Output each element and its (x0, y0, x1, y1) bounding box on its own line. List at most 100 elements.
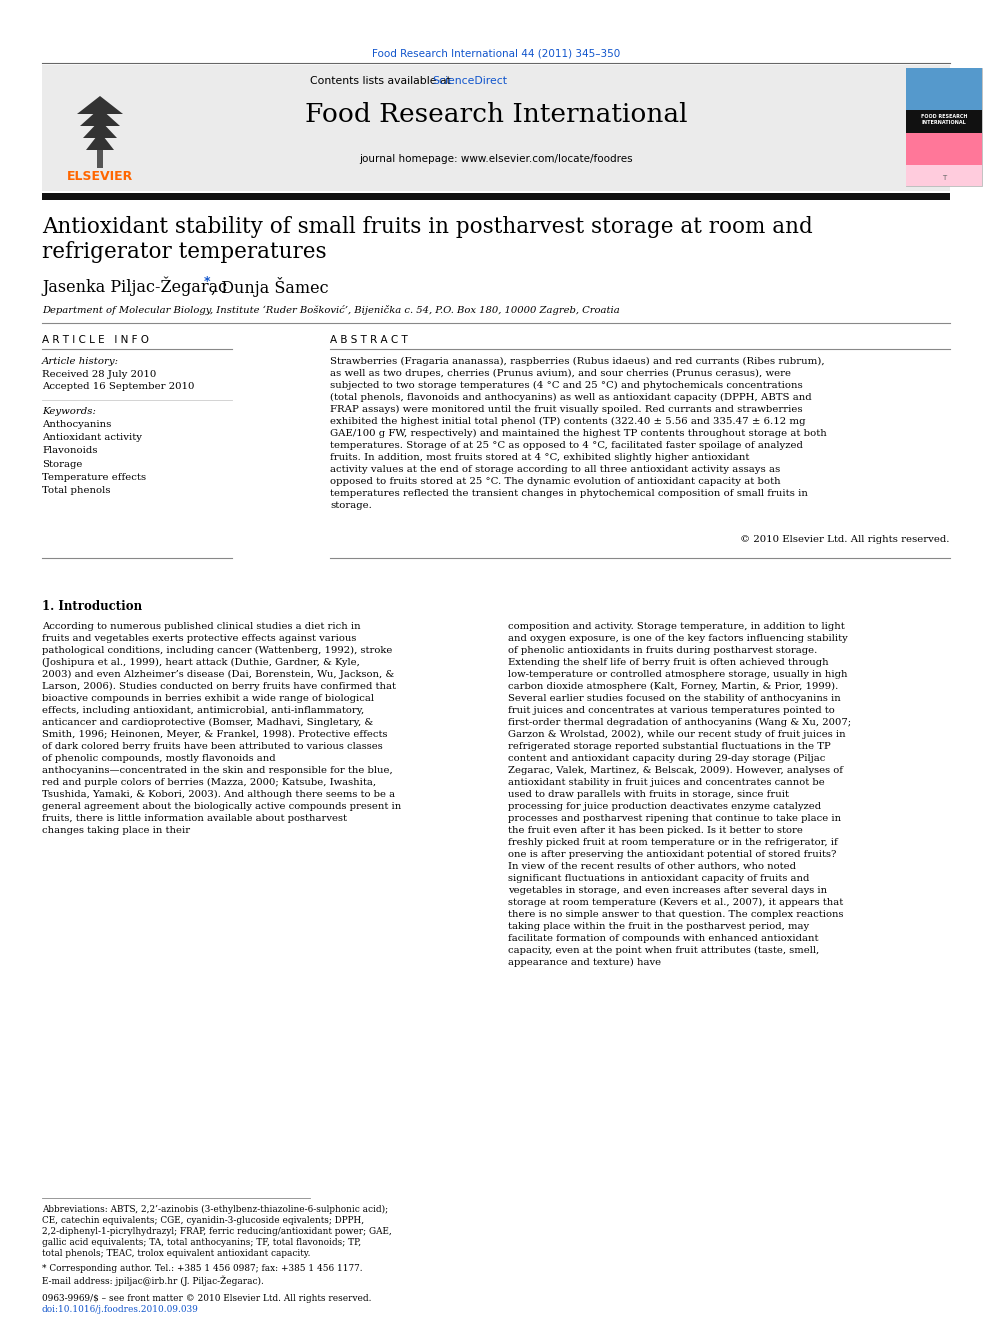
Text: bioactive compounds in berries exhibit a wide range of biological: bioactive compounds in berries exhibit a… (42, 695, 374, 703)
Text: (total phenols, flavonoids and anthocyanins) as well as antioxidant capacity (DP: (total phenols, flavonoids and anthocyan… (330, 393, 811, 402)
Text: fruits and vegetables exerts protective effects against various: fruits and vegetables exerts protective … (42, 634, 356, 643)
Text: Storage: Storage (42, 459, 82, 468)
Text: subjected to two storage temperatures (4 °C and 25 °C) and phytochemicals concen: subjected to two storage temperatures (4… (330, 381, 803, 390)
Text: *: * (204, 275, 210, 288)
Text: taking place within the fruit in the postharvest period, may: taking place within the fruit in the pos… (508, 922, 809, 931)
Bar (42, 193, 950, 200)
Text: storage.: storage. (330, 501, 372, 509)
Text: of phenolic compounds, mostly flavonoids and: of phenolic compounds, mostly flavonoids… (42, 754, 276, 763)
Bar (906, 67, 982, 111)
Text: effects, including antioxidant, antimicrobial, anti-inflammatory,: effects, including antioxidant, antimicr… (42, 706, 364, 714)
Text: Article history:: Article history: (42, 357, 119, 366)
Text: temperatures. Storage of at 25 °C as opposed to 4 °C, facilitated faster spoilag: temperatures. Storage of at 25 °C as opp… (330, 441, 803, 450)
Text: of dark colored berry fruits have been attributed to various classes: of dark colored berry fruits have been a… (42, 742, 383, 751)
Text: FRAP assays) were monitored until the fruit visually spoiled. Red currants and s: FRAP assays) were monitored until the fr… (330, 405, 803, 414)
Text: © 2010 Elsevier Ltd. All rights reserved.: © 2010 Elsevier Ltd. All rights reserved… (740, 534, 950, 544)
Text: (Joshipura et al., 1999), heart attack (Duthie, Gardner, & Kyle,: (Joshipura et al., 1999), heart attack (… (42, 658, 360, 667)
Text: * Corresponding author. Tel.: +385 1 456 0987; fax: +385 1 456 1177.: * Corresponding author. Tel.: +385 1 456… (42, 1263, 363, 1273)
Text: anthocyanins—concentrated in the skin and responsible for the blue,: anthocyanins—concentrated in the skin an… (42, 766, 393, 775)
Text: Strawberries (Fragaria ananassa), raspberries (Rubus idaeus) and red currants (R: Strawberries (Fragaria ananassa), raspbe… (330, 357, 824, 366)
Polygon shape (80, 108, 120, 126)
Text: GAE/100 g FW, respectively) and maintained the highest TP contents throughout st: GAE/100 g FW, respectively) and maintain… (330, 429, 826, 438)
Bar (906, 67, 982, 187)
Text: content and antioxidant capacity during 29-day storage (Piljac: content and antioxidant capacity during … (508, 754, 825, 763)
Text: temperatures reflected the transient changes in phytochemical composition of sma: temperatures reflected the transient cha… (330, 490, 807, 497)
Text: Anthocyanins: Anthocyanins (42, 419, 111, 429)
Text: storage at room temperature (Kevers et al., 2007), it appears that: storage at room temperature (Kevers et a… (508, 898, 843, 908)
Text: first-order thermal degradation of anthocyanins (Wang & Xu, 2007;: first-order thermal degradation of antho… (508, 718, 851, 728)
Text: processing for juice production deactivates enzyme catalyzed: processing for juice production deactiva… (508, 802, 821, 811)
Text: of phenolic antioxidants in fruits during postharvest storage.: of phenolic antioxidants in fruits durin… (508, 646, 817, 655)
Text: Food Research International 44 (2011) 345–350: Food Research International 44 (2011) 34… (372, 48, 620, 58)
Text: carbon dioxide atmosphere (Kalt, Forney, Martin, & Prior, 1999).: carbon dioxide atmosphere (Kalt, Forney,… (508, 681, 838, 691)
Text: appearance and texture) have: appearance and texture) have (508, 958, 661, 967)
Text: A B S T R A C T: A B S T R A C T (330, 335, 408, 345)
Text: Antioxidant activity: Antioxidant activity (42, 433, 142, 442)
Text: fruits. In addition, most fruits stored at 4 °C, exhibited slightly higher antio: fruits. In addition, most fruits stored … (330, 452, 749, 462)
Text: 1. Introduction: 1. Introduction (42, 601, 142, 613)
Text: activity values at the end of storage according to all three antioxidant activit: activity values at the end of storage ac… (330, 464, 781, 474)
Text: the fruit even after it has been picked. Is it better to store: the fruit even after it has been picked.… (508, 826, 803, 835)
Text: E-mail address: jpiljac@irb.hr (J. Piljac-Žegarac).: E-mail address: jpiljac@irb.hr (J. Pilja… (42, 1275, 264, 1286)
Text: A R T I C L E   I N F O: A R T I C L E I N F O (42, 335, 149, 345)
Text: antioxidant stability in fruit juices and concentrates cannot be: antioxidant stability in fruit juices an… (508, 778, 824, 787)
Text: Garzon & Wrolstad, 2002), while our recent study of fruit juices in: Garzon & Wrolstad, 2002), while our rece… (508, 730, 845, 740)
Bar (906, 165, 982, 187)
Text: ScienceDirect: ScienceDirect (432, 75, 507, 86)
Bar (97, 149, 103, 168)
Text: journal homepage: www.elsevier.com/locate/foodres: journal homepage: www.elsevier.com/locat… (359, 153, 633, 164)
Text: Received 28 July 2010: Received 28 July 2010 (42, 370, 157, 378)
Text: processes and postharvest ripening that continue to take place in: processes and postharvest ripening that … (508, 814, 841, 823)
Text: and oxygen exposure, is one of the key factors influencing stability: and oxygen exposure, is one of the key f… (508, 634, 848, 643)
Text: Zegarac, Valek, Martinez, & Belscak, 2009). However, analyses of: Zegarac, Valek, Martinez, & Belscak, 200… (508, 766, 843, 775)
Text: vegetables in storage, and even increases after several days in: vegetables in storage, and even increase… (508, 886, 827, 894)
Text: freshly picked fruit at room temperature or in the refrigerator, if: freshly picked fruit at room temperature… (508, 837, 838, 847)
Text: one is after preserving the antioxidant potential of stored fruits?: one is after preserving the antioxidant … (508, 849, 836, 859)
Bar (906, 111, 982, 132)
Text: 2,2-diphenyl-1-picrylhydrazyl; FRAP, ferric reducing/antioxidant power; GAE,: 2,2-diphenyl-1-picrylhydrazyl; FRAP, fer… (42, 1226, 392, 1236)
Text: gallic acid equivalents; TA, total anthocyanins; TF, total flavonoids; TP,: gallic acid equivalents; TA, total antho… (42, 1238, 361, 1248)
Polygon shape (83, 120, 117, 138)
Text: Department of Molecular Biology, Institute ‘Ruder Bošković’, Bijenička c. 54, P.: Department of Molecular Biology, Institu… (42, 306, 620, 315)
Polygon shape (86, 132, 114, 149)
Text: general agreement about the biologically active compounds present in: general agreement about the biologically… (42, 802, 401, 811)
Text: , Dunja Šamec: , Dunja Šamec (211, 277, 328, 296)
Text: Extending the shelf life of berry fruit is often achieved through: Extending the shelf life of berry fruit … (508, 658, 828, 667)
Text: 2003) and even Alzheimer’s disease (Dai, Borenstein, Wu, Jackson, &: 2003) and even Alzheimer’s disease (Dai,… (42, 669, 394, 679)
Text: as well as two drupes, cherries (Prunus avium), and sour cherries (Prunus cerasu: as well as two drupes, cherries (Prunus … (330, 369, 791, 378)
Text: 0963-9969/$ – see front matter © 2010 Elsevier Ltd. All rights reserved.: 0963-9969/$ – see front matter © 2010 El… (42, 1294, 371, 1303)
Text: Contents lists available at: Contents lists available at (310, 75, 454, 86)
Text: facilitate formation of compounds with enhanced antioxidant: facilitate formation of compounds with e… (508, 934, 818, 943)
Text: fruits, there is little information available about postharvest: fruits, there is little information avai… (42, 814, 347, 823)
Text: FOOD RESEARCH
INTERNATIONAL: FOOD RESEARCH INTERNATIONAL (921, 114, 967, 124)
Text: ELSEVIER: ELSEVIER (66, 169, 133, 183)
Text: total phenols; TEAC, trolox equivalent antioxidant capacity.: total phenols; TEAC, trolox equivalent a… (42, 1249, 310, 1258)
Text: capacity, even at the point when fruit attributes (taste, smell,: capacity, even at the point when fruit a… (508, 946, 819, 955)
Text: According to numerous published clinical studies a diet rich in: According to numerous published clinical… (42, 622, 361, 631)
Text: Total phenols: Total phenols (42, 486, 110, 495)
Text: Accepted 16 September 2010: Accepted 16 September 2010 (42, 382, 194, 392)
Text: anticancer and cardioprotective (Bomser, Madhavi, Singletary, &: anticancer and cardioprotective (Bomser,… (42, 718, 373, 728)
Text: T: T (941, 176, 946, 181)
Text: pathological conditions, including cancer (Wattenberg, 1992), stroke: pathological conditions, including cance… (42, 646, 393, 655)
Text: Smith, 1996; Heinonen, Meyer, & Frankel, 1998). Protective effects: Smith, 1996; Heinonen, Meyer, & Frankel,… (42, 730, 388, 740)
Text: Jasenka Piljac-Žegarac: Jasenka Piljac-Žegarac (42, 277, 232, 296)
Text: doi:10.1016/j.foodres.2010.09.039: doi:10.1016/j.foodres.2010.09.039 (42, 1304, 198, 1314)
Text: Several earlier studies focused on the stability of anthocyanins in: Several earlier studies focused on the s… (508, 695, 841, 703)
Text: In view of the recent results of other authors, who noted: In view of the recent results of other a… (508, 863, 796, 871)
Polygon shape (77, 97, 123, 114)
Text: CE, catechin equivalents; CGE, cyanidin-3-glucoside eqivalents; DPPH,: CE, catechin equivalents; CGE, cyanidin-… (42, 1216, 364, 1225)
Text: Antioxidant stability of small fruits in postharvest storage at room and: Antioxidant stability of small fruits in… (42, 216, 812, 238)
Bar (42, 65, 950, 191)
Text: fruit juices and concentrates at various temperatures pointed to: fruit juices and concentrates at various… (508, 706, 834, 714)
Text: there is no simple answer to that question. The complex reactions: there is no simple answer to that questi… (508, 910, 843, 919)
Text: exhibited the highest initial total phenol (TP) contents (322.40 ± 5.56 and 335.: exhibited the highest initial total phen… (330, 417, 806, 426)
Text: red and purple colors of berries (Mazza, 2000; Katsube, Iwashita,: red and purple colors of berries (Mazza,… (42, 778, 376, 787)
Text: Abbreviations: ABTS, 2,2’-azinobis (3-ethylbenz-thiazoline-6-sulphonic acid);: Abbreviations: ABTS, 2,2’-azinobis (3-et… (42, 1205, 388, 1215)
Text: refrigerated storage reported substantial fluctuations in the TP: refrigerated storage reported substantia… (508, 742, 830, 751)
Text: significant fluctuations in antioxidant capacity of fruits and: significant fluctuations in antioxidant … (508, 875, 809, 882)
Text: Food Research International: Food Research International (305, 102, 687, 127)
Text: Larson, 2006). Studies conducted on berry fruits have confirmed that: Larson, 2006). Studies conducted on berr… (42, 681, 396, 691)
Text: used to draw parallels with fruits in storage, since fruit: used to draw parallels with fruits in st… (508, 790, 789, 799)
Text: low-temperature or controlled atmosphere storage, usually in high: low-temperature or controlled atmosphere… (508, 669, 847, 679)
